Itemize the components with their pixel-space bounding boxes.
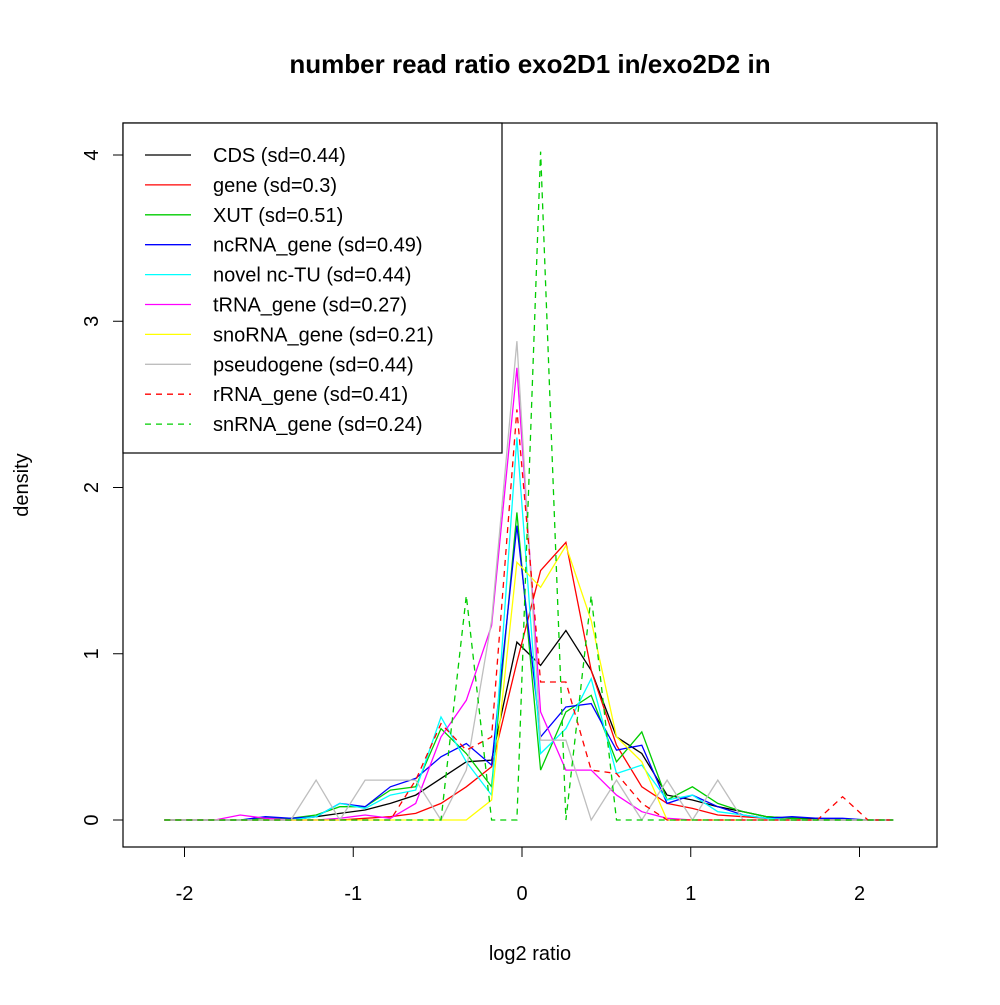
chart-title: number read ratio exo2D1 in/exo2D2 in bbox=[289, 49, 770, 79]
series-line-6 bbox=[164, 544, 894, 821]
series-line-0 bbox=[164, 629, 894, 821]
series-line-3 bbox=[164, 525, 894, 821]
x-tick-label: -2 bbox=[176, 883, 194, 905]
x-tick-label: -1 bbox=[344, 883, 362, 905]
y-tick-label: 1 bbox=[81, 648, 103, 659]
y-tick-label: 2 bbox=[81, 482, 103, 493]
x-tick-label: 2 bbox=[854, 883, 865, 905]
legend-label: gene (sd=0.3) bbox=[213, 175, 337, 197]
series-line-9 bbox=[164, 151, 894, 821]
legend-label: CDS (sd=0.44) bbox=[213, 145, 346, 167]
series-line-1 bbox=[164, 540, 894, 821]
series-line-2 bbox=[164, 512, 894, 821]
series-layer bbox=[164, 151, 894, 822]
y-tick-label: 0 bbox=[81, 814, 103, 825]
legend-label: novel nc-TU (sd=0.44) bbox=[213, 265, 411, 287]
legend-label: pseudogene (sd=0.44) bbox=[213, 354, 414, 376]
legend-label: ncRNA_gene (sd=0.49) bbox=[213, 235, 423, 257]
y-tick-label: 3 bbox=[81, 316, 103, 327]
x-axis-label: log2 ratio bbox=[489, 943, 571, 965]
y-axis-label: density bbox=[11, 453, 33, 516]
legend-box bbox=[122, 122, 503, 454]
x-tick-label: 1 bbox=[685, 883, 696, 905]
legend-label: XUT (sd=0.51) bbox=[213, 205, 343, 227]
legend-label: snRNA_gene (sd=0.24) bbox=[213, 414, 423, 436]
y-tick-label: 4 bbox=[81, 149, 103, 160]
legend-label: rRNA_gene (sd=0.41) bbox=[213, 384, 408, 406]
legend-label: snoRNA_gene (sd=0.21) bbox=[213, 324, 434, 346]
legend: CDS (sd=0.44) gene (sd=0.3) XUT (sd=0.51) n… bbox=[122, 122, 503, 454]
x-tick-label: 0 bbox=[516, 883, 527, 905]
legend-label: tRNA_gene (sd=0.27) bbox=[213, 295, 407, 317]
